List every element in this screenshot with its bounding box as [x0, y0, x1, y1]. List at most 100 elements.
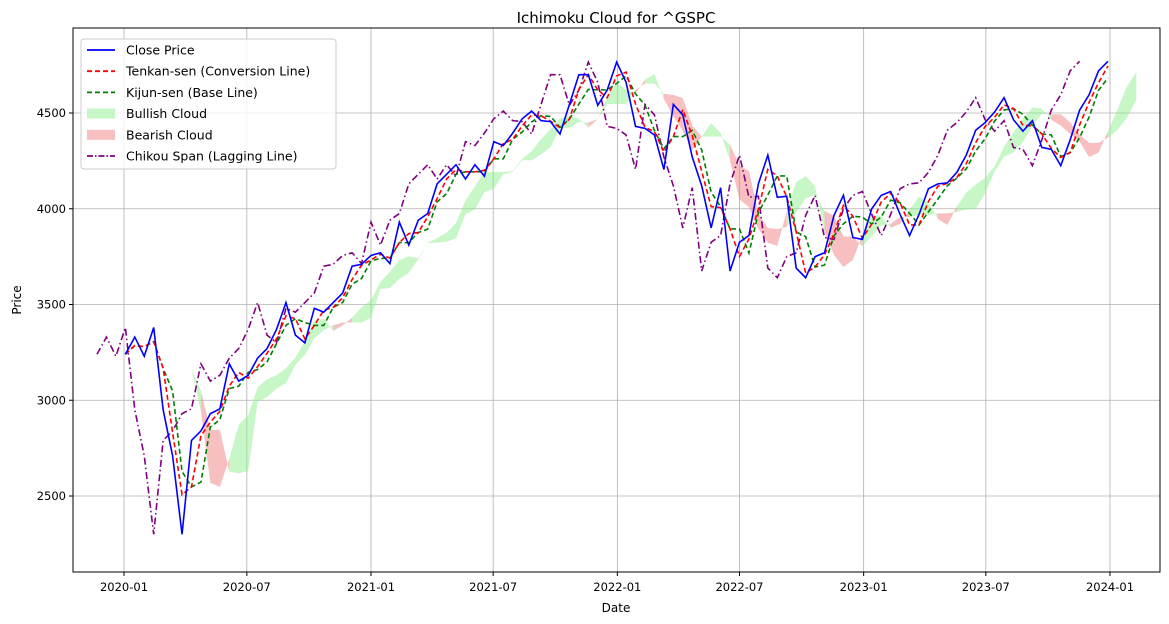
bearish-cloud-segment — [1089, 142, 1099, 157]
bullish-cloud-segment — [531, 139, 542, 161]
x-tick-label: 2023-07 — [962, 580, 1010, 594]
bearish-cloud-segment — [200, 390, 211, 484]
bearish-cloud-segment — [1060, 114, 1071, 134]
x-tick-label: 2022-01 — [593, 580, 641, 594]
bullish-cloud-segment — [522, 151, 532, 161]
bearish-cloud-segment — [1079, 134, 1090, 157]
bullish-cloud-segment — [427, 238, 438, 244]
bearish-cloud-segment — [1070, 122, 1080, 142]
x-tick-label: 2020-01 — [100, 580, 148, 594]
bearish-cloud-segment — [210, 429, 220, 487]
bearish-cloud-segment — [663, 93, 674, 117]
bullish-cloud-segment — [361, 300, 372, 323]
bullish-cloud-segment — [928, 202, 938, 220]
y-tick-label: 3000 — [37, 393, 66, 407]
bullish-cloud-segment — [569, 115, 579, 129]
bearish-cloud-segment — [588, 119, 598, 128]
bullish-cloud-segment — [229, 424, 239, 474]
bullish-cloud-segment — [248, 387, 258, 471]
x-axis-label: Date — [602, 601, 631, 615]
legend-label: Kijun-sen (Base Line) — [126, 85, 258, 100]
bullish-cloud-segment — [474, 171, 485, 210]
bearish-cloud-segment — [219, 429, 230, 487]
bullish-cloud-segment — [805, 175, 816, 199]
bullish-cloud-segment — [465, 186, 475, 215]
bullish-cloud-segment — [956, 192, 967, 212]
bullish-cloud-segment — [512, 158, 523, 172]
legend-label: Bullish Cloud — [126, 106, 207, 121]
bullish-cloud-segment — [371, 281, 381, 318]
bearish-cloud-segment — [890, 217, 901, 228]
bearish-cloud-segment — [777, 211, 787, 246]
legend: Close Price Tenkan-sen (Conversion Line) K… — [80, 38, 337, 170]
x-tick-label: 2020-07 — [223, 580, 271, 594]
chart-title: Ichimoku Cloud for ^GSPC — [517, 9, 716, 27]
bullish-cloud-segment — [267, 375, 277, 398]
y-tick-label: 3500 — [37, 298, 66, 312]
bearish-cloud-segment — [692, 125, 702, 151]
y-tick-label: 2500 — [37, 489, 66, 503]
bullish-cloud-segment — [323, 318, 334, 331]
bearish-cloud-segment — [333, 322, 343, 331]
bullish-cloud-segment — [919, 196, 929, 216]
bullish-cloud-segment — [966, 184, 976, 210]
bullish-cloud-segment — [1041, 108, 1052, 120]
bullish-cloud-segment — [314, 318, 324, 339]
x-tick-label: 2024-01 — [1086, 580, 1134, 594]
close-price-line — [124, 59, 1109, 535]
bullish-cloud-segment — [1117, 86, 1127, 130]
bearish-cloud-segment — [852, 234, 863, 260]
x-tick-label: 2022-07 — [715, 580, 763, 594]
bearish-cloud-segment — [937, 213, 948, 225]
bullish-cloud-segment — [456, 200, 466, 239]
bearish-cloud-segment — [748, 170, 759, 229]
bullish-cloud-segment — [503, 171, 513, 175]
bullish-cloud-segment — [975, 177, 986, 209]
bullish-cloud-segment — [437, 232, 447, 243]
bullish-cloud-segment — [257, 379, 268, 402]
bullish-cloud-segment — [578, 118, 589, 128]
tenkan-sen-line — [124, 65, 1109, 497]
bullish-cloud-segment — [597, 96, 608, 120]
legend-swatch-bullish — [87, 108, 115, 119]
bullish-cloud-segment — [1032, 107, 1042, 127]
bearish-cloud-segment — [843, 236, 853, 268]
x-tick-label: 2021-07 — [469, 580, 517, 594]
legend-label: Bearish Cloud — [126, 127, 213, 142]
bullish-cloud-segment — [1004, 132, 1014, 157]
bullish-cloud-segment — [796, 175, 806, 213]
bearish-cloud-segment — [1098, 131, 1108, 153]
plot-frame — [72, 27, 1161, 573]
bearish-cloud-segment — [947, 206, 957, 225]
bullish-cloud-segment — [352, 307, 362, 323]
bullish-cloud-segment — [994, 146, 1005, 172]
legend-label: Tenkan-sen (Conversion Line) — [125, 64, 310, 79]
bearish-cloud-segment — [635, 79, 646, 94]
x-tick-label: 2023-01 — [840, 580, 888, 594]
bullish-cloud-segment — [285, 357, 296, 384]
x-tick-label: 2021-01 — [347, 580, 395, 594]
y-axis-label: Price — [10, 285, 24, 314]
bullish-cloud-segment — [607, 82, 617, 105]
chikou-span-line — [96, 59, 1081, 535]
bullish-cloud-segment — [654, 74, 664, 100]
y-tick-label: 4000 — [37, 202, 66, 216]
y-tick-label: 4500 — [37, 106, 66, 120]
bullish-cloud-segment — [985, 166, 995, 194]
bullish-cloud-segment — [295, 341, 305, 365]
bearish-cloud-segment — [342, 317, 353, 326]
bullish-cloud-segment — [418, 242, 428, 260]
kijun-sen-line — [124, 74, 1109, 488]
bullish-cloud-segment — [616, 82, 627, 105]
bullish-cloud-segment — [484, 171, 494, 193]
bullish-cloud-segment — [645, 74, 655, 84]
bullish-cloud-segment — [238, 415, 249, 474]
bullish-cloud-segment — [493, 171, 504, 189]
bullish-cloud-segment — [446, 223, 457, 242]
bullish-cloud-segment — [389, 260, 400, 288]
legend-label: Chikou Span (Lagging Line) — [126, 149, 297, 164]
bullish-cloud-segment — [1022, 107, 1033, 142]
bullish-cloud-segment — [541, 128, 551, 155]
bearish-cloud-segment — [673, 94, 683, 132]
bullish-cloud-segment — [276, 368, 286, 389]
